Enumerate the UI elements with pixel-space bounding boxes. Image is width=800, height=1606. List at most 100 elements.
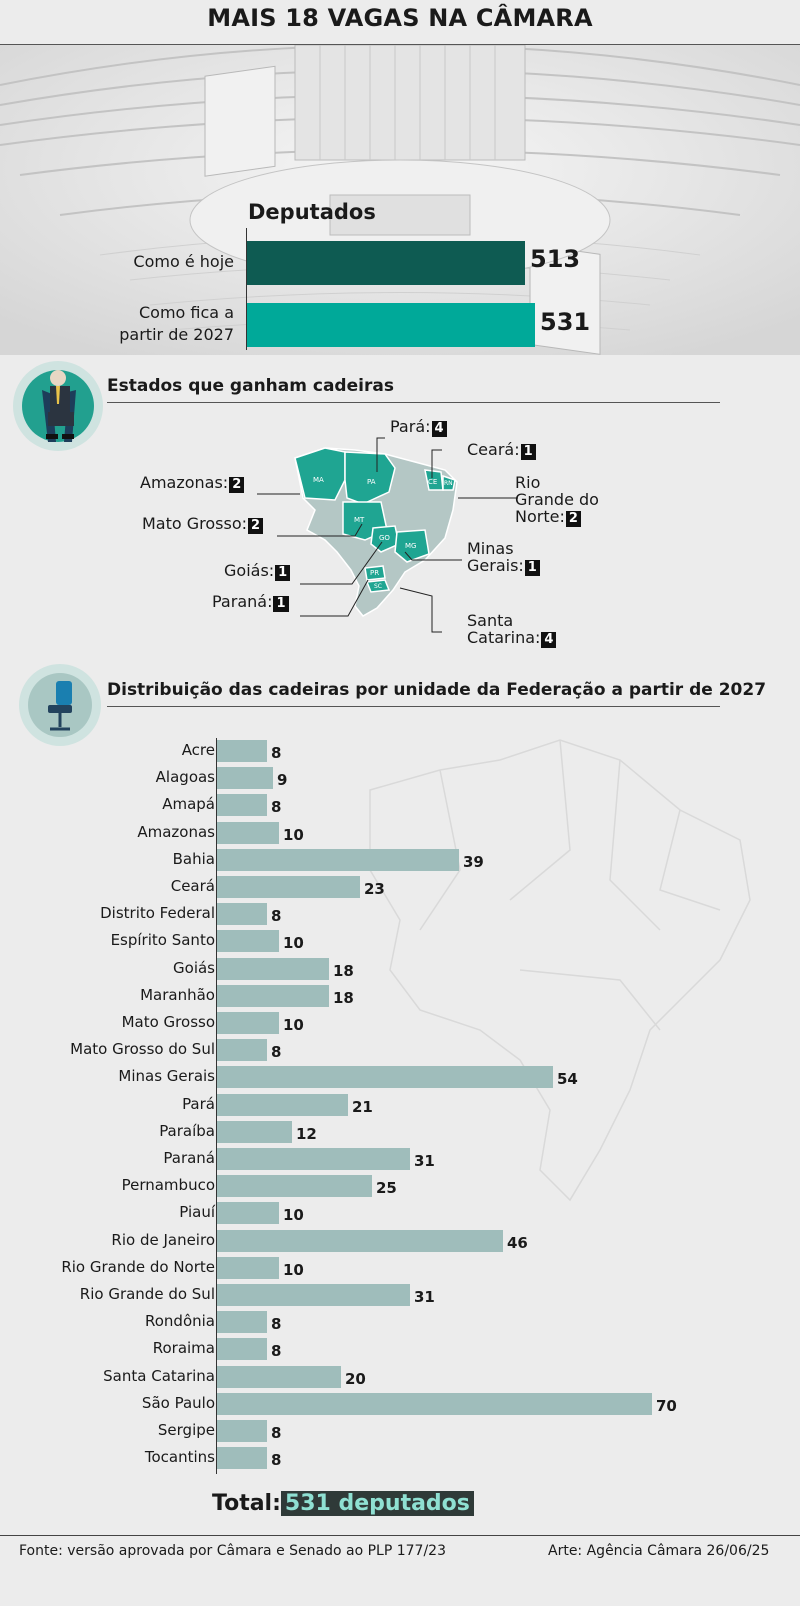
gain-state-line: Gerais: — [467, 556, 524, 575]
bar — [217, 848, 459, 871]
bar — [217, 1256, 279, 1279]
bar — [217, 821, 279, 844]
bar-category-label: Santa Catarina — [103, 1366, 215, 1385]
summary-axis — [246, 228, 247, 350]
bar-category-label: Rondônia — [145, 1312, 215, 1331]
bar-value-label: 21 — [352, 1097, 373, 1116]
bar-category-label: Maranhão — [140, 985, 215, 1004]
gain-santa-catarina: Santa Catarina: 4 — [467, 611, 557, 648]
gain-state: Amazonas: — [140, 473, 229, 492]
gain-rio-grande-do-norte: Rio Grande do Norte: 2 — [515, 474, 599, 527]
bar-value-label: 46 — [507, 1233, 528, 1252]
summary-heading: Deputados — [248, 200, 376, 224]
bar-value-label: 39 — [463, 852, 484, 871]
bar — [217, 1120, 292, 1143]
bar-category-label: Distrito Federal — [100, 904, 215, 923]
bar — [217, 1175, 372, 1198]
bar-value-label: 8 — [271, 798, 282, 817]
bar-category-label: Mato Grosso do Sul — [70, 1040, 215, 1059]
map-label-sc: SC — [374, 583, 382, 590]
bar-value-label: 8 — [271, 1315, 282, 1334]
bar-category-label: Ceará — [170, 877, 215, 895]
bar-category-label: Rio Grande do Sul — [79, 1285, 215, 1303]
bar — [217, 903, 267, 926]
map-label-pr: PR — [370, 569, 380, 577]
bar-value-label: 10 — [283, 825, 304, 844]
summary-value-2027: 531 — [540, 308, 591, 336]
bar-value-label: 23 — [364, 880, 385, 898]
summary-bar-2027 — [247, 303, 535, 347]
bar-category-label: Alagoas — [155, 768, 215, 787]
gain-badge: 1 — [273, 596, 289, 612]
bar-category-label: Rio Grande do Norte — [61, 1257, 215, 1276]
bar — [217, 1311, 267, 1334]
page-title: MAIS 18 VAGAS NA CÂMARA — [207, 4, 593, 32]
bar — [217, 957, 329, 980]
bar — [217, 1012, 279, 1034]
footer-credit: Arte: Agência Câmara 26/06/25 — [548, 1543, 770, 1559]
bar-category-label: Bahia — [172, 849, 215, 868]
bar-value-label: 8 — [271, 1424, 282, 1442]
footer-source: Fonte: versão aprovada por Câmara e Sena… — [19, 1543, 446, 1559]
deputy-seated-icon — [12, 360, 104, 452]
gains-rule — [107, 402, 720, 403]
bar — [217, 1148, 410, 1170]
gain-amazonas: Amazonas: 2 — [140, 473, 245, 493]
bar-value-label: 54 — [557, 1070, 578, 1089]
summary-label-2027-line2: partir de 2027 — [119, 325, 234, 344]
bar — [217, 1284, 410, 1306]
bar-category-label: Acre — [181, 741, 215, 759]
chart-axis — [216, 738, 217, 1474]
bar — [217, 767, 273, 790]
bar-value-label: 20 — [345, 1369, 366, 1388]
bar-value-label: 18 — [333, 988, 354, 1007]
bar-value-label: 10 — [283, 1206, 304, 1225]
chair-icon — [18, 663, 102, 747]
bar-value-label: 8 — [271, 1451, 282, 1470]
bar-category-label: Pernambuco — [121, 1176, 215, 1195]
bar — [217, 1202, 279, 1225]
chart-background-map — [369, 739, 751, 1202]
map-label-pa: PA — [367, 478, 376, 486]
distribution-rule — [107, 706, 720, 707]
bar-value-label: 10 — [283, 934, 304, 953]
brazil-gains-map: MA PA CE RN MT GO MG PR SC — [285, 440, 465, 620]
bar-category-label: Roraima — [152, 1339, 215, 1358]
bar-value-label: 8 — [271, 907, 282, 926]
bar-value-label: 25 — [376, 1179, 397, 1198]
map-label-ma: MA — [313, 476, 324, 484]
map-label-mt: MT — [354, 516, 365, 524]
map-label-mg: MG — [405, 542, 417, 550]
bar-category-label: Paraná — [163, 1149, 215, 1167]
map-label-go: GO — [379, 534, 390, 542]
bar-category-label: Sergipe — [157, 1421, 215, 1439]
bar-category-label: Paraíba — [159, 1121, 215, 1140]
bar-category-label: Mato Grosso — [121, 1013, 215, 1031]
gain-minas-gerais: Minas Gerais: 1 — [467, 540, 540, 576]
gain-para: Pará: 4 — [390, 418, 447, 437]
map-callout-lines — [257, 437, 518, 633]
summary-label-today: Como é hoje — [133, 252, 234, 271]
bar — [217, 1039, 267, 1062]
bar-category-label: Tocantins — [144, 1448, 215, 1467]
gain-state-line: Grande do — [515, 490, 599, 509]
bar-value-label: 31 — [414, 1152, 435, 1170]
bar-value-label: 8 — [271, 744, 282, 762]
bar-category-label: São Paulo — [141, 1393, 215, 1412]
bar-category-label: Pará — [182, 1094, 215, 1113]
bar — [217, 1392, 652, 1415]
bar — [217, 1229, 503, 1252]
gain-state: Pará: — [390, 417, 431, 436]
bar-category-label: Goiás — [173, 958, 215, 977]
bar-category-label: Rio de Janeiro — [111, 1230, 215, 1249]
bar-value-label: 12 — [296, 1124, 317, 1143]
gain-state-line: Minas — [467, 539, 514, 558]
bar — [217, 1093, 348, 1116]
bar-category-label: Piauí — [179, 1203, 215, 1222]
bar-value-label: 8 — [271, 1342, 282, 1361]
bar-category-label: Amapá — [162, 795, 215, 814]
gain-state-line: Santa — [467, 611, 514, 630]
bar-value-label: 18 — [333, 961, 354, 980]
map-label-ce: CE — [428, 478, 438, 486]
bar-value-label: 10 — [283, 1260, 304, 1279]
